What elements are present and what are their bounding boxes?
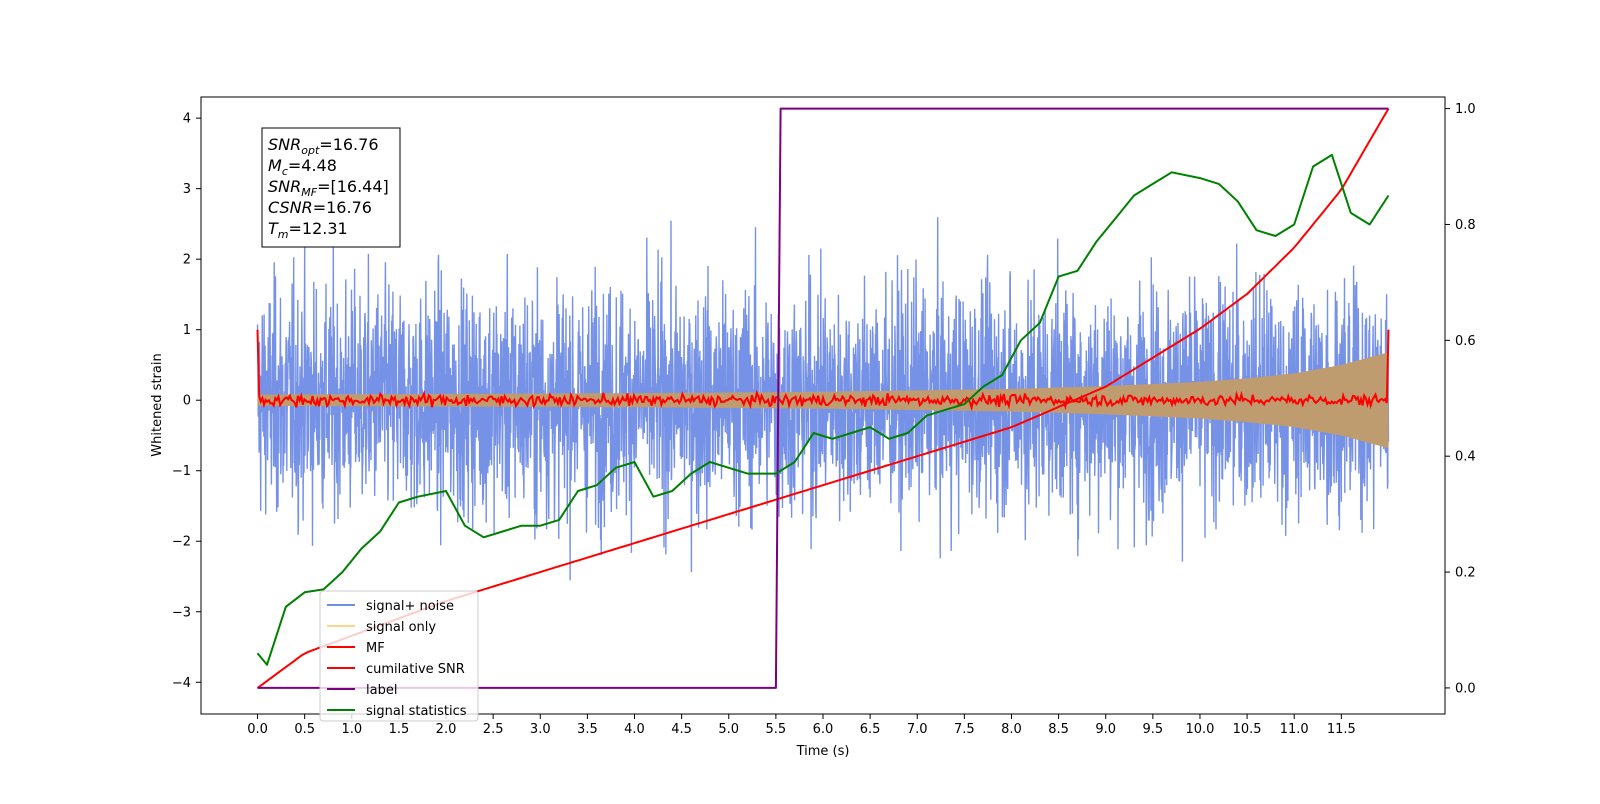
series-label-line — [257, 107, 1389, 689]
x-tick-label: 7.0 — [907, 722, 928, 737]
x-tick-label: 5.0 — [718, 722, 739, 737]
y-tick-left-label: −2 — [172, 535, 191, 550]
x-tick-label: 10.0 — [1185, 722, 1214, 737]
legend-label-signal-noise: signal+ noise — [366, 599, 454, 614]
legend-frame — [319, 590, 479, 722]
x-tick-label: 11.0 — [1280, 722, 1309, 737]
x-tick-label: 1.0 — [341, 722, 362, 737]
x-tick-label: 7.5 — [954, 722, 975, 737]
y-tick-left-label: −3 — [172, 605, 191, 620]
x-tick-label: 10.5 — [1233, 722, 1262, 737]
y-tick-right-label: 0.0 — [1455, 681, 1476, 696]
y-axis-right-ticks: 1.0 0.8 0.6 0.4 0.2 0.0 — [1445, 102, 1476, 696]
x-tick-label: 11.5 — [1327, 722, 1356, 737]
x-tick-label: 8.0 — [1001, 722, 1022, 737]
info-line-csnr: CSNR=16.76 — [268, 198, 372, 217]
y-tick-left-label: 1 — [183, 323, 191, 338]
x-tick-label: 6.5 — [860, 722, 881, 737]
x-axis-label: Time (s) — [796, 744, 850, 759]
info-line-t-m: Tm=12.31 — [268, 219, 348, 241]
y-tick-left-label: −1 — [172, 464, 191, 479]
series-mf-line — [256, 329, 1390, 412]
y-tick-right-label: 1.0 — [1455, 102, 1476, 117]
x-axis-ticks: 0.0 0.5 1.0 1.5 2.0 2.5 3.0 3.5 4.0 4.5 5.0 5.5 6.0 6… — [247, 714, 1356, 737]
y-tick-left-label: 2 — [183, 253, 191, 268]
y-tick-right-label: 0.8 — [1455, 218, 1476, 233]
legend-label-signal-only: signal only — [366, 620, 436, 635]
legend-label-signal-statistics: signal statistics — [366, 704, 467, 719]
x-tick-label: 8.5 — [1048, 722, 1069, 737]
legend-label-label: label — [366, 683, 397, 698]
x-tick-label: 0.0 — [247, 722, 268, 737]
series-signal-statistics-line — [256, 153, 1390, 666]
y-tick-right-label: 0.4 — [1455, 450, 1476, 465]
series-signal-noise-line — [256, 217, 1390, 581]
y-axis-label: Whitened strain — [150, 353, 165, 456]
info-line-snr-opt: SNRopt=16.76 — [268, 135, 379, 157]
info-line-snr-mf: SNRMF=[16.44] — [268, 177, 389, 199]
x-tick-label: 6.0 — [813, 722, 834, 737]
x-tick-label: 9.5 — [1143, 722, 1164, 737]
x-tick-label: 3.5 — [577, 722, 598, 737]
x-tick-label: 0.5 — [294, 722, 315, 737]
x-tick-label: 1.5 — [389, 722, 410, 737]
x-tick-label: 5.5 — [766, 722, 787, 737]
x-tick-label: 9.0 — [1095, 722, 1116, 737]
y-tick-left-label: 0 — [183, 394, 191, 409]
y-axis-left-ticks: 4 3 2 1 0 −1 −2 −3 −4 — [172, 112, 201, 691]
y-tick-left-label: 3 — [183, 182, 191, 197]
info-box-frame — [261, 127, 401, 248]
legend-label-cumilative-snr: cumilative SNR — [366, 662, 465, 677]
y-tick-left-label: 4 — [183, 112, 191, 127]
y-tick-right-label: 0.6 — [1455, 334, 1476, 349]
x-tick-label: 3.0 — [530, 722, 551, 737]
info-box: SNRopt=16.76Mc=4.48SNRMF=[16.44]CSNR=16.… — [261, 127, 401, 248]
y-tick-right-label: 0.2 — [1455, 566, 1476, 581]
y-tick-left-label: −4 — [172, 676, 191, 691]
x-tick-label: 2.0 — [436, 722, 457, 737]
info-line-m-c: Mc=4.48 — [268, 156, 337, 178]
x-tick-label: 4.5 — [671, 722, 692, 737]
x-tick-label: 4.0 — [624, 722, 645, 737]
x-tick-label: 2.5 — [483, 722, 504, 737]
legend-label-mf: MF — [366, 641, 385, 656]
legend: signal+ noise signal only MF cumilative SNR… — [319, 590, 479, 722]
